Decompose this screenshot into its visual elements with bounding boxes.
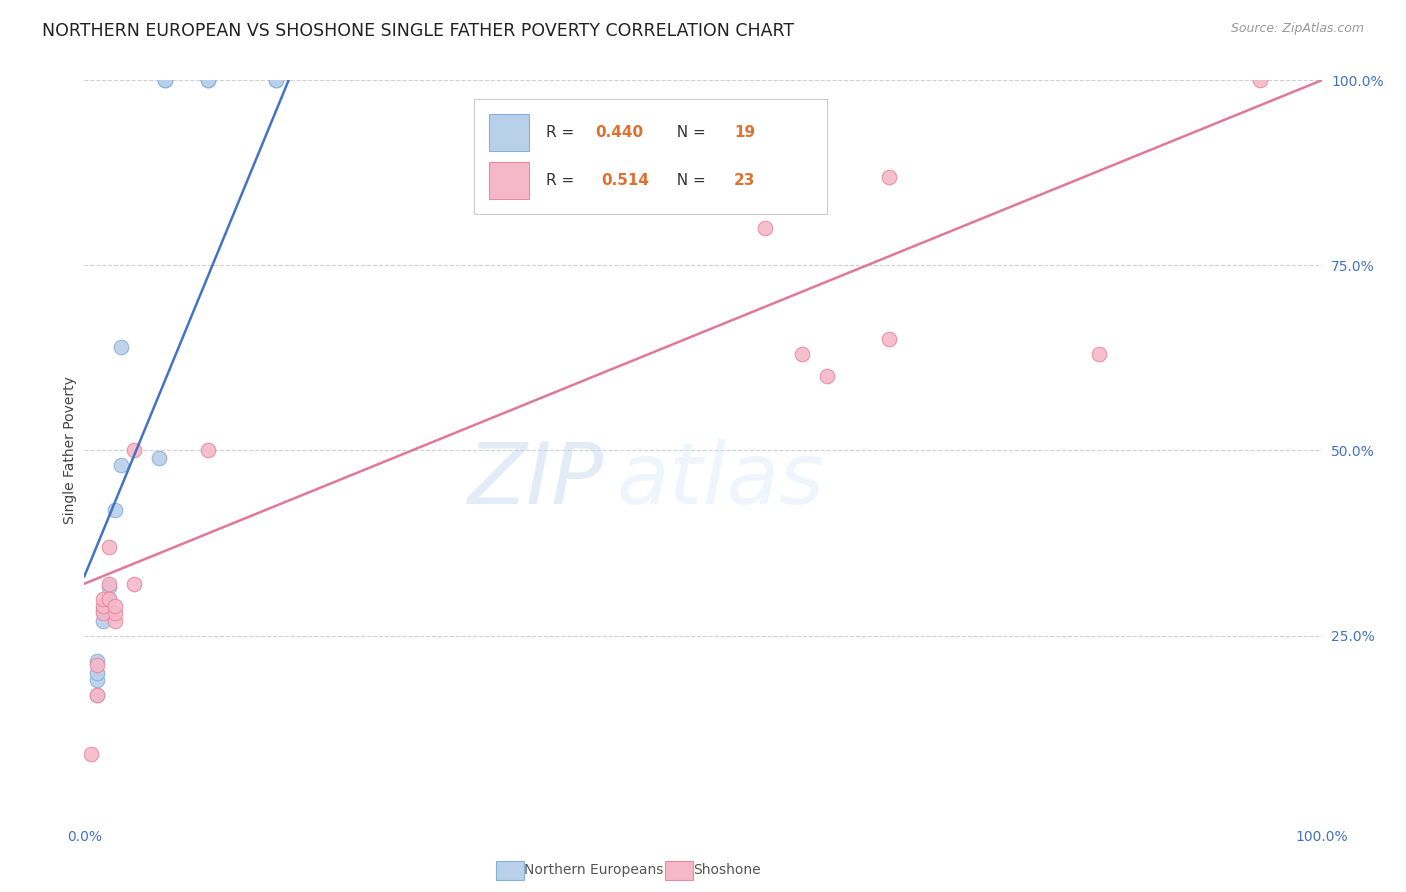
Point [98, 602, 121, 616]
Point [91, 607, 114, 621]
Point [86, 665, 108, 680]
Y-axis label: Single Father Poverty: Single Father Poverty [63, 376, 77, 524]
Point [1249, 73, 1271, 87]
Point [98, 591, 121, 606]
Point [815, 369, 838, 384]
Text: Source: ZipAtlas.com: Source: ZipAtlas.com [1230, 22, 1364, 36]
Point [153, 73, 176, 87]
Point [197, 443, 219, 458]
Text: 19: 19 [734, 125, 755, 140]
Text: R =: R = [546, 125, 579, 140]
Point [197, 73, 219, 87]
Text: N =: N = [666, 125, 711, 140]
Point [754, 221, 776, 235]
Point [790, 347, 813, 361]
Point [104, 599, 127, 613]
Point [104, 614, 127, 628]
Point [264, 73, 287, 87]
Text: 0.514: 0.514 [602, 173, 650, 187]
Point [104, 607, 127, 621]
Point [122, 443, 145, 458]
Point [86, 673, 108, 687]
Point [197, 73, 219, 87]
FancyBboxPatch shape [474, 99, 827, 213]
Point [153, 73, 176, 87]
Point [86, 688, 108, 702]
Point [86, 658, 108, 673]
Point [91, 599, 114, 613]
Point [91, 591, 114, 606]
Point [1088, 347, 1111, 361]
Text: Shoshone: Shoshone [693, 863, 761, 877]
Point [104, 502, 127, 516]
Point [122, 576, 145, 591]
Point [91, 602, 114, 616]
Text: atlas: atlas [616, 439, 824, 522]
Point [877, 333, 900, 347]
Point [110, 340, 132, 354]
Point [877, 169, 900, 184]
Point [98, 581, 121, 595]
Point [98, 540, 121, 554]
FancyBboxPatch shape [489, 161, 529, 199]
Point [98, 591, 121, 606]
Point [86, 688, 108, 702]
Point [79, 747, 101, 761]
Text: NORTHERN EUROPEAN VS SHOSHONE SINGLE FATHER POVERTY CORRELATION CHART: NORTHERN EUROPEAN VS SHOSHONE SINGLE FAT… [42, 22, 794, 40]
Point [754, 185, 776, 199]
Text: Northern Europeans: Northern Europeans [524, 863, 664, 877]
Text: ZIP: ZIP [468, 439, 605, 522]
Text: 23: 23 [734, 173, 755, 187]
Point [110, 458, 132, 473]
Point [98, 576, 121, 591]
FancyBboxPatch shape [489, 113, 529, 151]
Text: 0.440: 0.440 [595, 125, 644, 140]
Point [148, 450, 170, 465]
Point [264, 73, 287, 87]
Text: N =: N = [666, 173, 711, 187]
Point [86, 655, 108, 669]
Point [91, 614, 114, 628]
Text: R =: R = [546, 173, 583, 187]
